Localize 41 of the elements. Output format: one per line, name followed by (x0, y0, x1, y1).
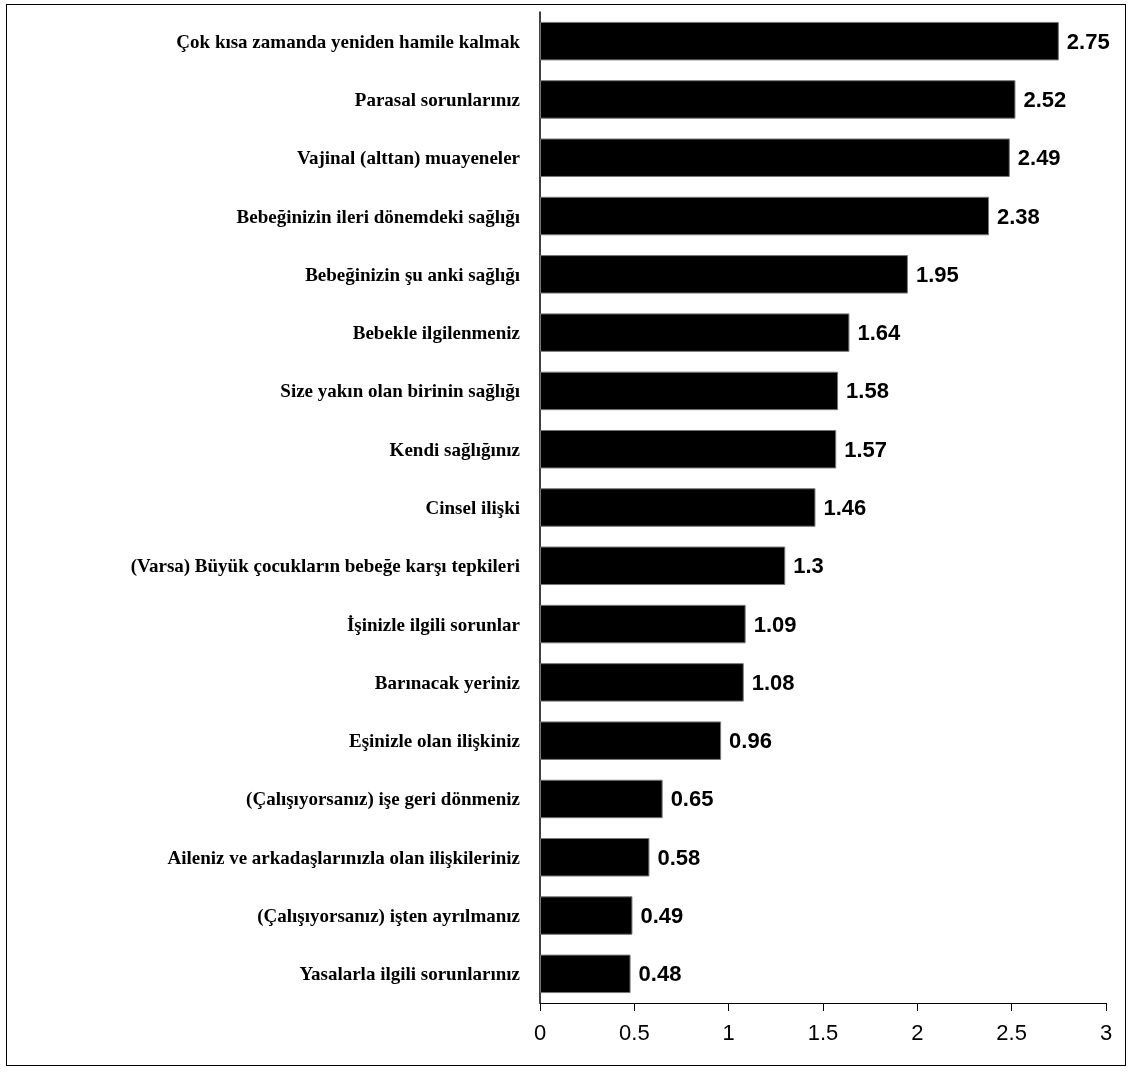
data-label: 2.49 (1017, 145, 1061, 171)
data-label: 0.48 (638, 961, 682, 987)
data-label: 2.75 (1066, 28, 1110, 54)
y-tick-label: Barınacak yeriniz (374, 671, 521, 693)
data-label: 1.3 (793, 553, 824, 579)
data-label: 0.65 (670, 786, 714, 812)
data-label: 2.38 (997, 203, 1040, 229)
data-label: 1.58 (846, 378, 889, 404)
x-tick-label: 1.5 (807, 1019, 839, 1045)
y-tick-label: Çok kısa zamanda yeniden hamile kalmak (176, 30, 521, 52)
y-tick-label: Aileniz ve arkadaşlarınızla olan ilişkileriniz (167, 846, 521, 868)
data-label: 2.52 (1023, 86, 1067, 112)
y-tick-label: Cinsel ilişki (425, 497, 520, 518)
y-tick-label: Yasalarla ilgili sorunlarınız (299, 963, 521, 985)
y-tick-label: Bebeğinizin ileri dönemdeki sağlığı (236, 205, 520, 227)
y-tick-label: (Varsa) Büyük çocukların bebeğe karşı tepkileri (130, 555, 520, 578)
data-label: 0.58 (657, 844, 701, 870)
y-tick-label: Eşinizle olan ilişkiniz (348, 730, 521, 752)
x-tick-label: 0 (533, 1019, 547, 1045)
data-label: 1.64 (857, 320, 901, 346)
y-tick-label: Bebeğinizin şu anki sağlığı (305, 263, 520, 285)
x-tick-label: 1 (722, 1019, 735, 1045)
y-tick-label: Size yakın olan birinin sağlığı (280, 380, 520, 402)
data-label: 1.57 (844, 436, 888, 462)
x-tick-label: 3 (1099, 1019, 1113, 1045)
y-tick-label: (Çalışıyorsanız) işe geri dönmeniz (246, 788, 521, 811)
y-tick-label: İşinizle ilgili sorunlar (346, 613, 521, 635)
y-tick-label: Vajinal (alttan) muayeneler (296, 147, 521, 170)
y-tick-label: Kendi sağlığınız (389, 438, 521, 460)
x-tick-label: 0.5 (619, 1019, 650, 1045)
y-tick-label: Parasal sorunlarınız (354, 88, 521, 110)
x-tick-label: 2 (911, 1019, 924, 1045)
data-label: 1.09 (753, 611, 797, 637)
data-label: 1.08 (751, 669, 795, 695)
x-tick-label: 2.5 (996, 1019, 1027, 1045)
data-label: 1.95 (915, 261, 959, 287)
y-tick-label: Bebekle ilgilenmeniz (352, 322, 521, 344)
data-label: 0.96 (729, 728, 772, 754)
y-tick-label: (Çalışıyorsanız) işten ayrılmanız (257, 905, 521, 928)
data-label: 1.46 (823, 495, 867, 520)
data-label: 0.49 (640, 903, 684, 929)
